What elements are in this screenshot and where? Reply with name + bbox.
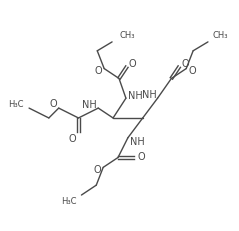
- Text: O: O: [138, 152, 145, 162]
- Text: O: O: [181, 59, 189, 69]
- Text: O: O: [129, 59, 136, 69]
- Text: NH: NH: [142, 90, 157, 100]
- Text: NH: NH: [130, 137, 145, 147]
- Text: H₃C: H₃C: [61, 198, 76, 207]
- Text: NH: NH: [81, 100, 96, 110]
- Text: O: O: [69, 134, 76, 144]
- Text: O: O: [95, 66, 102, 76]
- Text: NH: NH: [128, 91, 143, 101]
- Text: CH₃: CH₃: [213, 31, 228, 40]
- Text: O: O: [49, 99, 57, 109]
- Text: O: O: [94, 165, 101, 175]
- Text: H₃C: H₃C: [9, 100, 24, 109]
- Text: CH₃: CH₃: [119, 31, 135, 40]
- Text: O: O: [188, 66, 196, 76]
